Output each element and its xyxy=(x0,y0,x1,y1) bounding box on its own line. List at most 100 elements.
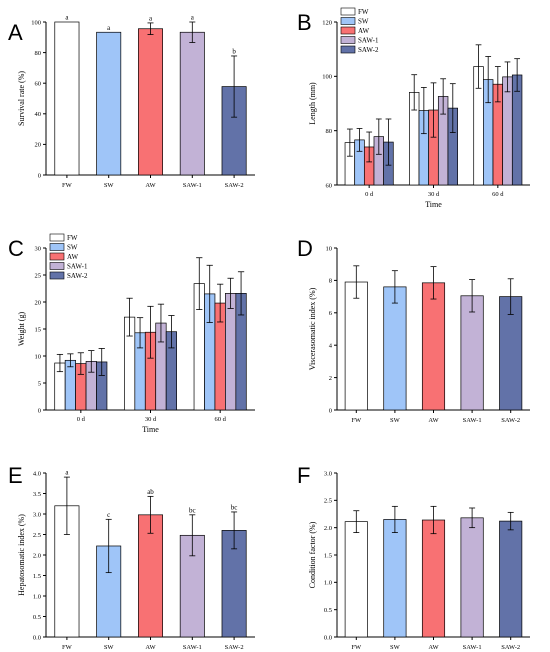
y-tick-label: 2.5 xyxy=(33,532,41,539)
x-axis-title: Time xyxy=(425,200,442,209)
y-tick-label: 1.0 xyxy=(324,580,332,587)
y-tick-label: 3.5 xyxy=(33,491,41,498)
y-tick-label: 0.0 xyxy=(324,634,332,641)
y-tick-label: 3.0 xyxy=(324,470,332,477)
y-axis-title: Length (mm) xyxy=(308,82,317,125)
legend-swatch xyxy=(340,17,356,25)
bar-saw-1 xyxy=(179,31,205,176)
significance-letter: b xyxy=(232,47,236,55)
y-tick-label: 8 xyxy=(329,278,332,285)
x-tick-label: 0 d xyxy=(77,416,86,423)
bar-fw xyxy=(344,281,368,411)
legend-label: SAW-2 xyxy=(358,46,379,54)
x-tick-label: SAW-1 xyxy=(463,644,482,651)
legend-label: FW xyxy=(67,234,78,242)
y-tick-label: 1.5 xyxy=(33,573,41,580)
x-tick-label: SW xyxy=(104,182,115,189)
panel-letter-f: F xyxy=(297,463,310,488)
bar-saw-1 xyxy=(460,295,484,411)
y-tick-label: 20 xyxy=(35,142,42,149)
x-tick-label: 30 d xyxy=(145,416,157,423)
panel-b: B 60 80 100 120 Length (mm) 0 d 30 d 60 d Time FW S… xyxy=(297,7,530,209)
y-tick-label: 15 xyxy=(35,326,42,333)
x-tick-label: FW xyxy=(351,417,362,424)
y-tick-label: 60 xyxy=(35,81,42,88)
y-axis-title: Survival rate (%) xyxy=(17,71,26,126)
y-tick-label: 4 xyxy=(329,343,333,350)
y-tick-label: 3.0 xyxy=(33,511,41,518)
x-tick-label: AW xyxy=(428,644,439,651)
panel-f: F 0.0 0.5 1.0 1.5 2.0 2.5 3.0 Condition factor (… xyxy=(297,463,530,651)
x-tick-label: SW xyxy=(390,417,401,424)
y-tick-label: 20 xyxy=(35,299,42,306)
x-tick-label: AW xyxy=(145,182,156,189)
y-tick-label: 80 xyxy=(326,128,333,135)
bar-aw xyxy=(421,519,446,638)
y-tick-label: 2 xyxy=(329,375,332,382)
y-tick-label: 60 xyxy=(326,182,333,189)
bar-fw xyxy=(54,21,80,176)
panel-c: C 0 5 10 15 20 25 30 Weight (g) 0 d 30 d 60 d Time FW… xyxy=(8,233,255,434)
y-axis-title: Condition factor (%) xyxy=(308,521,317,588)
x-tick-label: SAW-2 xyxy=(501,417,520,424)
legend-label: SAW-2 xyxy=(67,272,88,280)
bar-sw xyxy=(383,286,407,411)
legend-swatch xyxy=(49,252,65,261)
significance-letter: a xyxy=(65,469,69,477)
x-tick-label: 0 d xyxy=(365,191,374,198)
significance-letter: bc xyxy=(189,506,196,514)
legend-swatch xyxy=(340,36,356,44)
x-tick-label: 60 d xyxy=(214,416,226,423)
y-tick-label: 2.5 xyxy=(324,498,332,505)
y-tick-label: 0 xyxy=(38,407,41,414)
bar-aw xyxy=(138,514,163,638)
y-tick-label: 25 xyxy=(35,272,42,279)
panel-letter-e: E xyxy=(8,463,23,488)
panel-letter-b: B xyxy=(297,10,312,35)
y-tick-label: 2.0 xyxy=(33,552,41,559)
y-tick-label: 100 xyxy=(31,19,41,26)
x-tick-label: 30 d xyxy=(428,191,440,198)
significance-letter: a xyxy=(107,24,111,32)
y-tick-label: 0 xyxy=(329,407,332,414)
x-tick-label: SAW-1 xyxy=(183,182,202,189)
bar-saw-2 xyxy=(499,520,523,638)
panel-letter-d: D xyxy=(297,236,313,261)
x-tick-label: AW xyxy=(428,417,439,424)
y-tick-label: 0 xyxy=(38,172,41,179)
legend-label: AW xyxy=(358,27,369,35)
y-tick-label: 2.0 xyxy=(324,525,332,532)
x-tick-label: SAW-1 xyxy=(463,417,482,424)
y-tick-label: 40 xyxy=(35,111,42,118)
y-tick-label: 10 xyxy=(326,245,333,252)
significance-letter: a xyxy=(65,14,69,22)
x-tick-label: SAW-2 xyxy=(225,644,244,651)
legend-swatch xyxy=(340,45,356,54)
y-axis-title: Hepatosomatic index (%) xyxy=(17,514,26,596)
panel-letter-a: A xyxy=(8,20,23,45)
y-tick-label: 6 xyxy=(329,310,333,317)
y-tick-label: 4.0 xyxy=(33,470,41,477)
legend-label: SAW-1 xyxy=(67,263,88,271)
legend-label: SAW-1 xyxy=(358,37,379,45)
legend-swatch xyxy=(49,262,65,270)
bar-saw-1 xyxy=(460,517,484,638)
y-tick-label: 100 xyxy=(322,74,332,81)
legend-swatch xyxy=(340,7,356,16)
y-tick-label: 0.0 xyxy=(33,634,41,641)
x-tick-label: FW xyxy=(351,644,362,651)
x-tick-label: FW xyxy=(62,182,73,189)
x-tick-label: SW xyxy=(104,644,115,651)
bar-fw xyxy=(344,521,368,638)
x-tick-label: FW xyxy=(62,644,73,651)
significance-letter: a xyxy=(191,14,195,22)
y-tick-label: 30 xyxy=(35,245,42,252)
y-tick-label: 10 xyxy=(35,353,42,360)
bar-sw xyxy=(96,31,122,176)
y-axis-title: Viscerasomatic index (%) xyxy=(308,287,317,370)
legend-swatch xyxy=(49,243,65,251)
significance-letter: bc xyxy=(231,503,238,511)
y-tick-label: 5 xyxy=(38,380,41,387)
legend-label: SW xyxy=(67,244,78,252)
